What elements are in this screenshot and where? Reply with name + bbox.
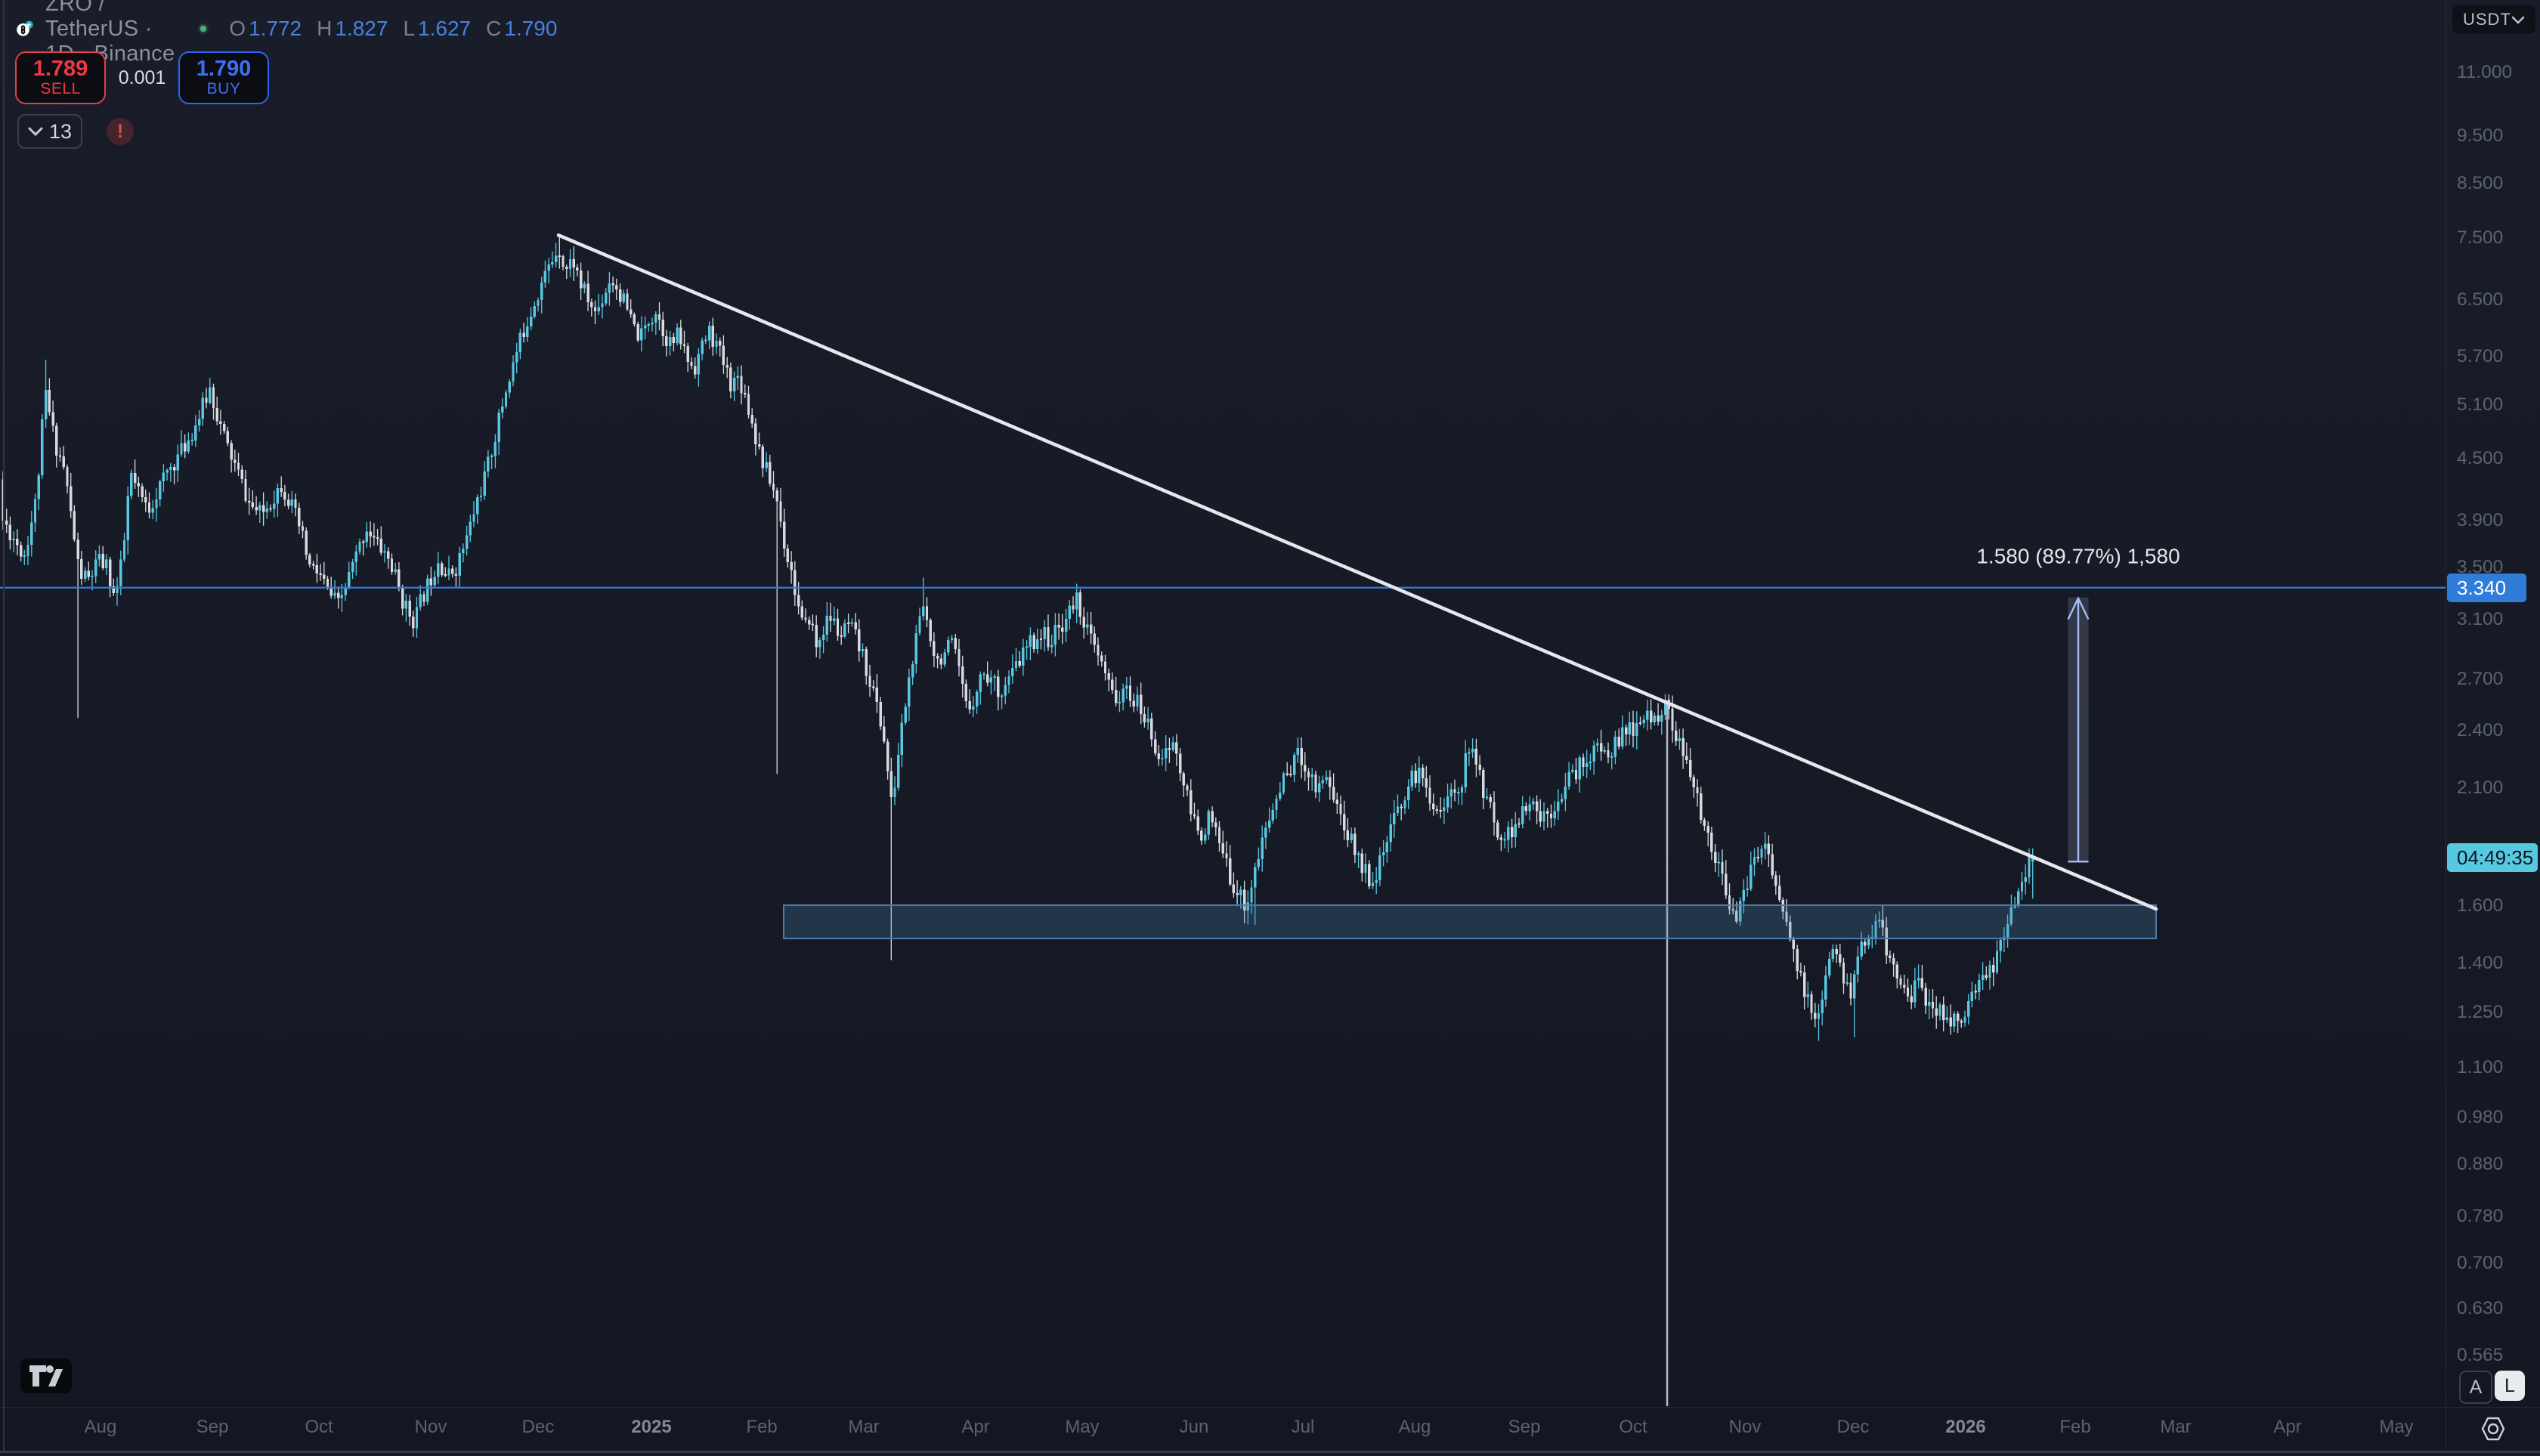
time-tick: Nov <box>414 1417 447 1437</box>
objects-count: 13 <box>48 119 73 143</box>
price-tick: 0.880 <box>2457 1153 2504 1174</box>
price-range-label[interactable]: 1.580 (89.77%) 1,580 <box>1976 545 2180 568</box>
time-tick: Feb <box>2059 1417 2091 1437</box>
price-range-drawing[interactable]: 1.580 (89.77%) 1,580 <box>1976 545 2180 863</box>
time-tick: 2026 <box>1945 1417 1986 1437</box>
price-tick: 0.780 <box>2457 1205 2504 1226</box>
window-edge <box>3 0 5 1452</box>
sell-price: 1.789 <box>32 57 88 81</box>
price-tick: 1.600 <box>2457 895 2504 916</box>
symbol-logo[interactable] <box>15 10 36 48</box>
price-axis[interactable]: USDT 11.000 9.500 8.500 7.500 6.500 5.700 5.10… <box>2446 0 2540 1452</box>
time-tick: Dec <box>521 1417 555 1437</box>
time-tick: Feb <box>746 1417 778 1437</box>
alert-exclamation: ! <box>116 120 124 142</box>
time-tick: Apr <box>961 1417 990 1437</box>
log-scale-button[interactable]: L <box>2495 1371 2525 1401</box>
time-tick: Sep <box>196 1417 229 1437</box>
time-tick: Jul <box>1291 1417 1315 1437</box>
price-tick: 1.250 <box>2457 1001 2504 1022</box>
time-tick: 2025 <box>631 1417 672 1437</box>
buy-price: 1.790 <box>196 57 252 81</box>
bar-countdown-label: 04:49:35 <box>2447 843 2538 873</box>
badge-diamond-icon <box>26 23 32 27</box>
auto-scale-button[interactable]: A <box>2459 1371 2492 1404</box>
tradingview-glyph-icon <box>29 1365 63 1386</box>
buy-label: BUY <box>206 80 241 97</box>
alert-warning-icon[interactable]: ! <box>107 118 134 145</box>
currency-selector-button[interactable]: USDT <box>2452 5 2535 34</box>
price-tick: 2.700 <box>2457 669 2504 690</box>
price-tick: 0.980 <box>2457 1107 2504 1128</box>
time-tick: Sep <box>1508 1417 1541 1437</box>
sell-label: SELL <box>40 80 81 97</box>
price-tick: 1.100 <box>2457 1056 2504 1077</box>
price-tick: 2.100 <box>2457 777 2504 799</box>
price-tick: 0.700 <box>2457 1252 2504 1273</box>
low-value: 1.627 <box>418 17 472 40</box>
time-tick: Mar <box>2160 1417 2192 1437</box>
time-tick: Dec <box>1836 1417 1870 1437</box>
currency-label: USDT <box>2463 10 2511 29</box>
market-status-icon <box>198 23 209 35</box>
price-tick: 8.500 <box>2457 173 2504 194</box>
spread-value: 0.001 <box>118 66 166 88</box>
price-tick: 6.500 <box>2457 289 2504 310</box>
low-label: L <box>403 17 416 40</box>
axis-settings-button[interactable] <box>2446 1407 2540 1450</box>
price-tick: 5.700 <box>2457 346 2504 366</box>
time-tick: Aug <box>84 1417 117 1437</box>
time-tick: Oct <box>1619 1417 1647 1437</box>
line-price-label: 3.340 <box>2447 573 2526 602</box>
time-tick: May <box>1065 1417 1100 1437</box>
sell-button[interactable]: 1.789 SELL <box>15 51 106 104</box>
time-tick: Mar <box>848 1417 880 1437</box>
gear-icon <box>2481 1417 2504 1440</box>
price-tick: 2.400 <box>2457 719 2504 740</box>
time-tick: Jun <box>1179 1417 1209 1437</box>
price-tick: 3.100 <box>2457 609 2504 630</box>
price-tick: 4.500 <box>2457 448 2504 469</box>
ohlc-values: O 1.772 H 1.827 L 1.627 C 1.790 <box>229 17 557 41</box>
close-value: 1.790 <box>504 17 558 40</box>
time-tick: Aug <box>1398 1417 1431 1437</box>
objects-tree-dropdown[interactable]: 13 <box>17 114 82 149</box>
open-label: O <box>229 17 246 40</box>
chevron-down-icon <box>28 127 43 136</box>
price-tick: 9.500 <box>2457 125 2504 146</box>
tradingview-logo[interactable] <box>20 1359 72 1393</box>
time-tick: Nov <box>1728 1417 1762 1437</box>
chevron-down-icon <box>2511 16 2525 24</box>
time-tick: Oct <box>305 1417 333 1437</box>
price-tick: 3.900 <box>2457 510 2504 531</box>
time-tick: Apr <box>2273 1417 2302 1437</box>
open-value: 1.772 <box>249 17 302 40</box>
high-label: H <box>317 17 333 40</box>
trendline-drawing[interactable] <box>556 233 2158 911</box>
buy-button[interactable]: 1.790 BUY <box>178 51 269 104</box>
price-tick: 0.630 <box>2457 1297 2504 1318</box>
time-tick: May <box>2379 1417 2414 1437</box>
support-zone-drawing[interactable] <box>783 904 2157 940</box>
price-tick: 5.100 <box>2457 394 2504 415</box>
time-axis[interactable]: Aug Sep Oct Nov Dec 2025 Feb Mar Apr May Jun Jul Aug… <box>0 1407 2540 1453</box>
price-tick: 0.565 <box>2457 1345 2504 1366</box>
close-label: C <box>486 17 502 40</box>
price-tick: 1.400 <box>2457 953 2504 974</box>
price-tick: 11.000 <box>2457 61 2513 82</box>
high-value: 1.827 <box>335 17 388 40</box>
price-tick: 7.500 <box>2457 227 2504 249</box>
